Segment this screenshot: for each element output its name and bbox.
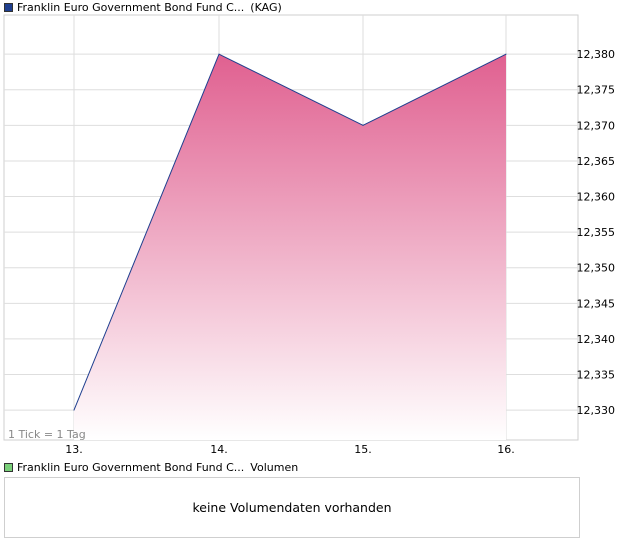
- y-tick-label: 12,345: [577, 297, 616, 310]
- y-tick-label: 12,375: [577, 84, 616, 97]
- volume-legend: Franklin Euro Government Bond Fund C... …: [0, 459, 298, 475]
- y-tick-labels: 12,330 12,335 12,340 12,345 12,350 12,355 12,3…: [577, 48, 616, 417]
- x-tick-label: 15.: [354, 443, 372, 456]
- y-tick-label: 12,335: [577, 369, 616, 382]
- y-tick-label: 12,370: [577, 119, 616, 132]
- price-legend-name: Franklin Euro Government Bond Fund C...: [17, 0, 245, 14]
- x-tick-labels: 13. 14. 15. 16.: [65, 443, 515, 456]
- tick-note: 1 Tick = 1 Tag: [8, 428, 86, 441]
- area-series: [73, 53, 507, 440]
- y-tick-label: 12,330: [577, 404, 616, 417]
- x-tick-label: 13.: [65, 443, 83, 456]
- data-point: [362, 124, 364, 126]
- x-tick-label: 14.: [210, 443, 228, 456]
- y-tick-label: 12,355: [577, 226, 616, 239]
- y-tick-label: 12,365: [577, 155, 616, 168]
- volume-legend-name: Franklin Euro Government Bond Fund C...: [17, 460, 245, 474]
- area-fill: [74, 54, 506, 440]
- y-tick-label: 12,350: [577, 262, 616, 275]
- price-line: [73, 53, 507, 411]
- data-point: [505, 53, 507, 55]
- price-legend: Franklin Euro Government Bond Fund C... …: [0, 0, 282, 15]
- data-point: [73, 409, 75, 411]
- y-tick-label: 12,340: [577, 333, 616, 346]
- price-chart: 12,330 12,335 12,340 12,345 12,350 12,355 12,3…: [3, 14, 616, 456]
- volume-panel: keine Volumendaten vorhanden: [4, 477, 580, 538]
- volume-legend-swatch: [4, 462, 13, 472]
- y-tick-label: 12,360: [577, 191, 616, 204]
- y-tick-label: 12,380: [577, 48, 616, 61]
- data-point: [218, 53, 220, 55]
- x-tick-label: 16.: [497, 443, 515, 456]
- volume-legend-suffix: Volumen: [250, 460, 299, 474]
- price-legend-swatch: [4, 2, 13, 12]
- price-legend-suffix: (KAG): [250, 0, 282, 14]
- volume-message: keine Volumendaten vorhanden: [192, 500, 392, 515]
